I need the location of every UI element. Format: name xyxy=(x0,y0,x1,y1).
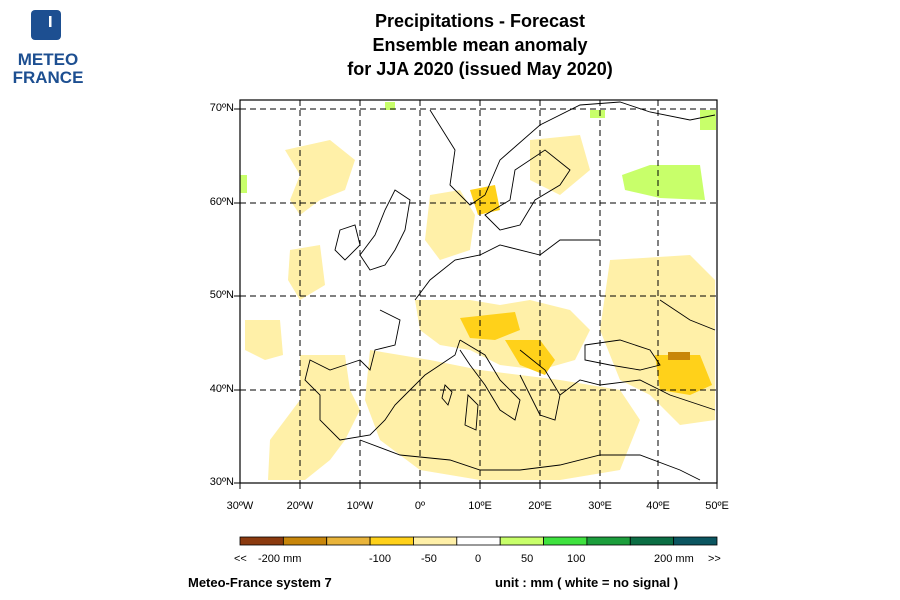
anomaly-patch-scandinavia xyxy=(425,190,475,260)
legend-label-100: 100 xyxy=(567,553,586,565)
anomaly-patch-atlantic-north xyxy=(285,140,355,215)
coastlines xyxy=(304,101,716,481)
legend-label-zero: 0 xyxy=(475,553,482,565)
anomaly-patch-west-green xyxy=(240,175,247,193)
footer-system: Meteo-France system 7 xyxy=(188,575,332,590)
anomaly-patch-caucasus xyxy=(655,355,712,395)
lat-label-60n: 60ºN xyxy=(209,196,234,208)
legend-colorbar xyxy=(239,536,718,546)
legend-swatch-3 xyxy=(369,536,414,546)
legend-swatch-6 xyxy=(499,536,544,546)
legend-swatch-0 xyxy=(239,536,284,546)
legend-label-minus50: -50 xyxy=(421,553,437,565)
lat-label-30n: 30ºN xyxy=(209,476,234,488)
footer-unit: unit : mm ( white = no signal ) xyxy=(495,575,679,590)
lon-label-20e: 20ºE xyxy=(528,500,552,512)
lon-label-30w: 30ºW xyxy=(226,500,254,512)
anomaly-patch-north-russia xyxy=(530,135,590,195)
anomaly-patch-caucasus-dark xyxy=(668,352,690,360)
lon-label-40e: 40ºE xyxy=(646,500,670,512)
title-line3: for JJA 2020 (issued May 2020) xyxy=(347,59,613,79)
anomaly-patch-iberia xyxy=(268,355,360,480)
anomaly-patches xyxy=(240,102,716,480)
map-frame xyxy=(239,99,718,484)
legend-swatch-8 xyxy=(586,536,631,546)
title-line1: Precipitations - Forecast xyxy=(374,11,586,31)
legend-swatch-9 xyxy=(629,536,675,546)
anomaly-patch-atlantic-mid xyxy=(288,245,325,300)
lon-label-20w: 20ºW xyxy=(286,500,314,512)
axis-ticks xyxy=(234,108,718,489)
anomaly-patch-mediterranean xyxy=(365,350,640,480)
legend-swatch-4 xyxy=(413,536,458,546)
logo-icon xyxy=(31,10,61,40)
legend-swatch-1 xyxy=(282,536,328,546)
logo-text-line2: FRANCE xyxy=(12,68,84,87)
anomaly-patch-ural-green xyxy=(622,165,705,200)
legend-label-200: 200 mm xyxy=(654,553,694,565)
lon-label-0: 0º xyxy=(414,500,426,512)
legend-label-high: >> xyxy=(708,553,721,565)
legend-label-minus100: -100 xyxy=(369,553,392,565)
grid-lines xyxy=(240,100,717,483)
legend-swatch-2 xyxy=(326,536,371,546)
lon-label-10w: 10ºW xyxy=(346,500,374,512)
legend-label-low: << xyxy=(234,553,247,565)
anomaly-patch-scandinavia-north xyxy=(470,185,500,215)
lon-label-10e: 10ºE xyxy=(468,500,492,512)
lat-label-50n: 50ºN xyxy=(209,289,234,301)
legend-swatch-10 xyxy=(673,536,718,546)
anomaly-patch-greenland-green xyxy=(385,102,395,110)
logo-text-line1: METEO xyxy=(17,50,79,69)
meteo-france-logo: METEO FRANCE xyxy=(8,8,88,90)
title-line2: Ensemble mean anomaly xyxy=(372,35,588,55)
legend-label-minus200: -200 mm xyxy=(258,553,302,565)
lat-label-70n: 70ºN xyxy=(209,102,234,114)
legend-label-50: 50 xyxy=(521,553,534,565)
anomaly-patch-atlantic-west xyxy=(245,320,283,360)
lon-label-50e: 50ºE xyxy=(705,500,729,512)
anomaly-patch-alps xyxy=(460,312,520,340)
anomaly-patch-barents-green xyxy=(590,110,605,118)
legend-swatch-5 xyxy=(456,536,501,546)
lat-label-40n: 40ºN xyxy=(209,383,234,395)
legend-swatch-7 xyxy=(543,536,588,546)
anomaly-patch-arctic-green xyxy=(700,110,716,130)
lon-label-30e: 30ºE xyxy=(588,500,612,512)
